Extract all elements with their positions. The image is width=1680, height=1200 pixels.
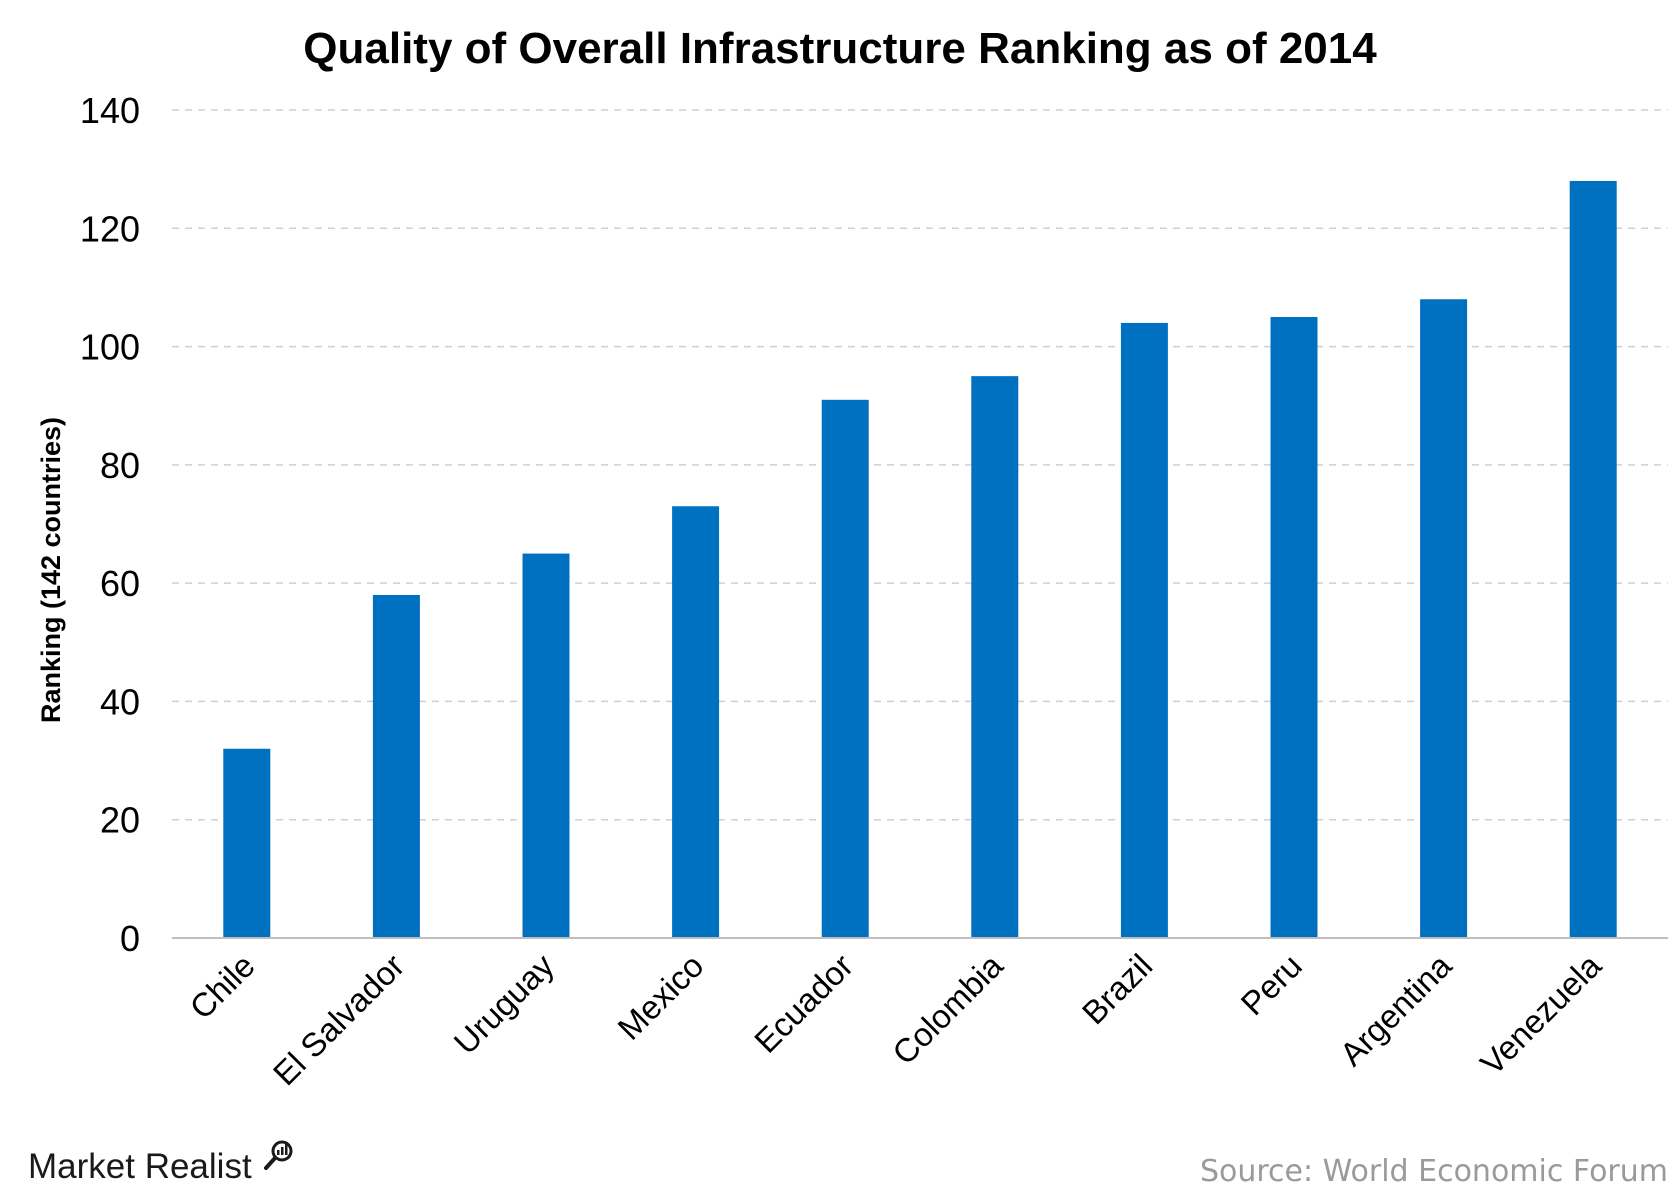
bar-ecuador: [821, 399, 869, 938]
magnifier-chart-icon: [264, 1140, 293, 1170]
bar-argentina: [1420, 299, 1468, 938]
y-tick-label: 0: [120, 918, 140, 959]
source-note: Source: World Economic Forum: [1200, 1154, 1668, 1189]
y-tick-label: 120: [80, 208, 140, 249]
x-tick-label: Colombia: [885, 946, 1010, 1071]
x-tick-label: Uruguay: [447, 946, 562, 1061]
y-tick-label: 80: [100, 445, 140, 486]
chart-title: Quality of Overall Infrastructure Rankin…: [303, 24, 1377, 73]
x-tick-label: Mexico: [610, 947, 710, 1047]
bar-chile: [223, 748, 271, 938]
bar-uruguay: [522, 553, 570, 938]
bar-brazil: [1120, 322, 1168, 938]
x-tick-label: Chile: [182, 947, 261, 1026]
bar-peru: [1270, 317, 1318, 938]
bar-venezuela: [1569, 180, 1617, 938]
gridlines: [172, 109, 1668, 821]
y-axis-ticks: 0 20 40 60 80 100 120 140: [80, 90, 140, 959]
bar-mexico: [672, 506, 720, 938]
x-tick-label: Peru: [1233, 947, 1308, 1022]
brand-name: Market Realist: [28, 1147, 252, 1186]
x-tick-label: Brazil: [1075, 947, 1160, 1032]
x-tick-label: El Salvador: [266, 947, 411, 1092]
x-axis-ticks: Chile El Salvador Uruguay Mexico Ecuador Colo…: [182, 946, 1608, 1092]
y-axis-label: Ranking (142 countries): [36, 417, 66, 723]
bar-el-salvador: [372, 594, 420, 938]
bars: [223, 180, 1617, 939]
x-tick-label: Ecuador: [747, 947, 860, 1060]
x-tick-label: Argentina: [1332, 946, 1459, 1073]
brand-logo: Market Realist: [28, 1140, 293, 1186]
y-tick-label: 40: [100, 681, 140, 722]
y-tick-label: 100: [80, 327, 140, 368]
y-tick-label: 20: [100, 800, 140, 841]
bar-colombia: [971, 376, 1019, 939]
x-tick-label: Venezuela: [1473, 946, 1609, 1082]
y-tick-label: 140: [80, 90, 140, 131]
y-tick-label: 60: [100, 563, 140, 604]
